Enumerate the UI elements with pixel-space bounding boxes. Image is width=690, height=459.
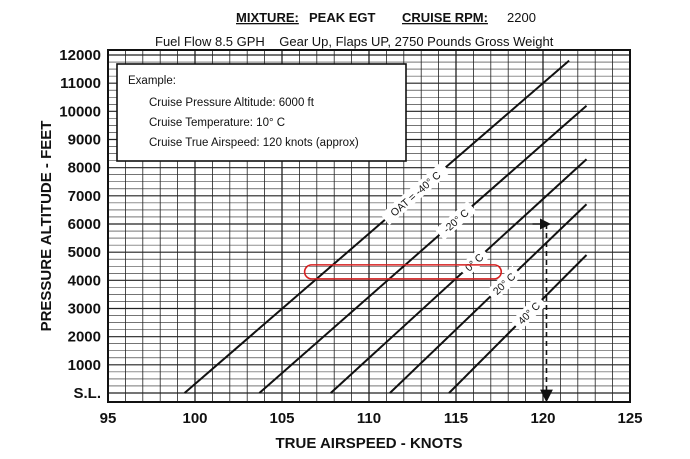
oat-label-bg — [380, 161, 451, 226]
oat-label-bg — [510, 294, 547, 331]
mixture-value: PEAK EGT — [309, 10, 376, 25]
example-line-2: Cruise Temperature: 10° C — [149, 117, 285, 129]
y-tick-labels: S.L. 1000 2000 3000 4000 5000 6000 7000 8000 9000… — [59, 47, 101, 402]
oat-line — [258, 104, 588, 394]
x-tick-labels: 95 100 105 110 115 120 125 — [100, 410, 643, 427]
y-axis-label: PRESSURE ALTITUDE - FEET — [38, 121, 55, 332]
oat-label-group: 40° C — [510, 294, 547, 331]
oat-label-bg — [457, 246, 491, 278]
x-tick-label: 125 — [617, 410, 642, 427]
x-axis-label: TRUE AIRSPEED - KNOTS — [276, 435, 463, 452]
rpm-label: CRUISE RPM: — [402, 10, 488, 25]
example-heading: Example: — [128, 75, 176, 87]
y-tick-label: 5000 — [68, 244, 101, 261]
y-tick-label: 3000 — [68, 301, 101, 318]
y-tick-label: 12000 — [59, 47, 101, 64]
y-tick-label: 8000 — [68, 160, 101, 177]
x-tick-label: 110 — [357, 410, 381, 427]
y-tick-label: 1000 — [68, 357, 101, 374]
oat-labels: OAT = -40° C-20° C0° C20° C40° C — [380, 161, 547, 331]
oat-label-bg — [434, 201, 477, 241]
mixture-label: MIXTURE: — [236, 10, 299, 25]
example-line-1: Cruise Pressure Altitude: 6000 ft — [149, 97, 315, 109]
y-tick-label: 6000 — [68, 216, 101, 233]
example-box: Example: Cruise Pressure Altitude: 6000 … — [116, 63, 407, 162]
y-tick-label: 7000 — [68, 188, 101, 205]
x-tick-label: 120 — [530, 410, 555, 427]
x-tick-label: 105 — [269, 410, 294, 427]
oat-line — [183, 59, 570, 394]
y-tick-label: 9000 — [68, 132, 101, 149]
x-tick-label: 115 — [444, 410, 468, 427]
chart-subtitle: Fuel Flow 8.5 GPH Gear Up, Flaps UP, 275… — [155, 34, 554, 49]
oat-label-group: OAT = -40° C — [380, 161, 451, 226]
oat-line — [330, 158, 588, 394]
y-tick-label: 4000 — [68, 272, 101, 289]
rpm-value: 2200 — [507, 10, 536, 25]
y-tick-label: 2000 — [68, 329, 101, 346]
oat-label: OAT = -40° C — [388, 169, 443, 219]
highlight-ellipse — [303, 264, 503, 280]
y-tick-label: 10000 — [59, 103, 101, 120]
x-tick-label: 100 — [182, 410, 207, 427]
x-tick-label: 95 — [100, 410, 117, 427]
y-tick-label: 11000 — [60, 75, 101, 92]
example-line-3: Cruise True Airspeed: 120 knots (approx) — [149, 137, 359, 149]
oat-line — [389, 203, 588, 394]
plot-frame — [107, 49, 631, 403]
y-tick-label: S.L. — [73, 385, 101, 402]
oat-label-bg — [485, 265, 523, 302]
